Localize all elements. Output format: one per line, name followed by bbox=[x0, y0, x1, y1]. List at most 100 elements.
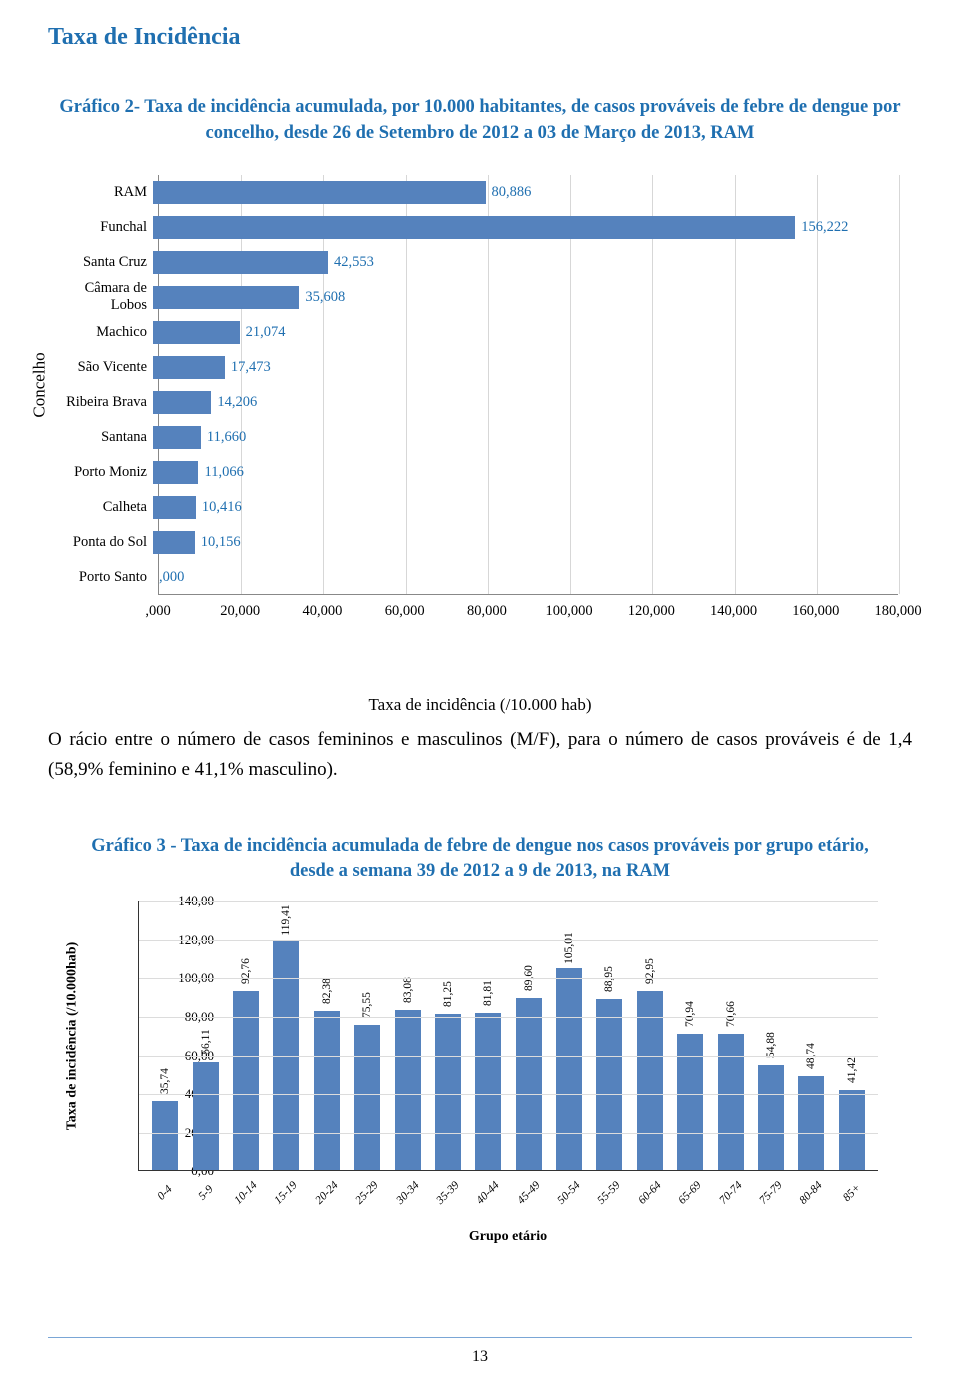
chart2-bar bbox=[153, 181, 486, 204]
page-number: 13 bbox=[0, 1348, 960, 1366]
chart2-row: São Vicente17,473 bbox=[53, 351, 898, 383]
chart3-bar-column: 75,5525-29 bbox=[347, 901, 387, 1170]
chart2-category-label: Funchal bbox=[53, 219, 153, 236]
chart3-bar-column: 81,2535-39 bbox=[428, 901, 468, 1170]
chart3-bar-column: 92,9560-64 bbox=[630, 901, 670, 1170]
chart2-xtick-label: 100,000 bbox=[546, 603, 593, 620]
chart3-value-label: 75,55 bbox=[361, 992, 373, 1018]
chart2-bar bbox=[153, 216, 795, 239]
chart2-xtick-label: ,000 bbox=[145, 603, 170, 620]
chart3-category-label: 35-39 bbox=[434, 1180, 461, 1207]
chart3-bar: 56,11 bbox=[193, 1062, 219, 1170]
chart3-category-label: 30-34 bbox=[394, 1180, 421, 1207]
chart3-category-label: 60-64 bbox=[636, 1180, 663, 1207]
chart2-xtick-label: 120,000 bbox=[628, 603, 675, 620]
chart3-value-label: 35,74 bbox=[159, 1068, 171, 1094]
chart2-row: RAM80,886 bbox=[53, 176, 898, 208]
chart3-bar-column: 119,4115-19 bbox=[266, 901, 306, 1170]
chart2-category-label: Ponta do Sol bbox=[53, 534, 153, 551]
chart2-ylabel: Concelho bbox=[30, 352, 50, 417]
chart3-value-label: 105,01 bbox=[563, 932, 575, 964]
chart3-bar: 105,01 bbox=[556, 968, 582, 1171]
chart2-xaxis: ,00020,00040,00060,00080,000100,000120,0… bbox=[158, 595, 898, 625]
chart2-row: Ponta do Sol 10,156 bbox=[53, 526, 898, 558]
chart2-bar bbox=[153, 426, 201, 449]
chart2-row: Porto Santo ,000 bbox=[53, 561, 898, 593]
chart3-bar-column: 70,9465-69 bbox=[670, 901, 710, 1170]
chart3-xlabel: Grupo etário bbox=[138, 1229, 878, 1245]
chart3-bar-column: 56,115-9 bbox=[185, 901, 225, 1170]
chart2-row: Santana11,660 bbox=[53, 421, 898, 453]
chart3-bar-column: 89,6045-49 bbox=[509, 901, 549, 1170]
chart3-bar: 88,95 bbox=[596, 999, 622, 1171]
chart2-bar bbox=[153, 496, 196, 519]
chart3-value-label: 81,81 bbox=[482, 980, 494, 1006]
chart3-bar: 92,76 bbox=[233, 991, 259, 1170]
chart2-row: Santa Cruz 42,553 bbox=[53, 246, 898, 278]
chart2-value-label: ,000 bbox=[159, 569, 184, 586]
body-paragraph: O rácio entre o número de casos feminino… bbox=[48, 725, 912, 786]
chart2-category-label: Porto Moniz bbox=[53, 464, 153, 481]
chart3-bar: 81,25 bbox=[435, 1014, 461, 1171]
chart3-bar-column: 35,740-4 bbox=[145, 901, 185, 1170]
chart3-category-label: 45-49 bbox=[515, 1180, 542, 1207]
chart3-bar-column: 105,0150-54 bbox=[549, 901, 589, 1170]
chart2-xtick-label: 20,000 bbox=[220, 603, 260, 620]
chart2-value-label: 42,553 bbox=[334, 254, 374, 271]
chart2-bar bbox=[153, 356, 225, 379]
chart3-category-label: 25-29 bbox=[353, 1180, 380, 1207]
chart2-value-label: 10,156 bbox=[201, 534, 241, 551]
footer-line bbox=[48, 1337, 912, 1338]
chart3-bar-column: 83,0830-34 bbox=[387, 901, 427, 1170]
chart2-bar bbox=[153, 391, 211, 414]
chart3-category-label: 85+ bbox=[841, 1182, 863, 1204]
chart3-category-label: 40-44 bbox=[475, 1180, 502, 1207]
chart2-category-label: São Vicente bbox=[53, 359, 153, 376]
chart2-bar bbox=[153, 461, 198, 484]
chart3-category-label: 80-84 bbox=[798, 1180, 825, 1207]
chart2-category-label: Ribeira Brava bbox=[53, 394, 153, 411]
chart2-xtick-label: 40,000 bbox=[303, 603, 343, 620]
chart2-bar bbox=[153, 286, 299, 309]
chart3-category-label: 70-74 bbox=[717, 1180, 744, 1207]
chart3-bar-column: 54,8875-79 bbox=[751, 901, 791, 1170]
chart2-category-label: Porto Santo bbox=[53, 569, 153, 586]
chart2-bar bbox=[153, 321, 240, 344]
chart3-bar-column: 92,7610-14 bbox=[226, 901, 266, 1170]
chart3-category-label: 55-59 bbox=[596, 1180, 623, 1207]
chart3-category-label: 0-4 bbox=[156, 1184, 175, 1203]
chart3: Taxa de incidência (/10.000hab) 0,0020,0… bbox=[70, 901, 890, 1261]
chart2-row: Calheta10,416 bbox=[53, 491, 898, 523]
chart2-xtick-label: 60,000 bbox=[385, 603, 425, 620]
chart2-row: Funchal 156,222 bbox=[53, 211, 898, 243]
chart3-value-label: 54,88 bbox=[765, 1032, 777, 1058]
chart3-category-label: 50-54 bbox=[555, 1180, 582, 1207]
chart3-bar: 54,88 bbox=[758, 1065, 784, 1171]
chart3-value-label: 70,66 bbox=[725, 1001, 737, 1027]
chart3-category-label: 15-19 bbox=[273, 1180, 300, 1207]
chart3-value-label: 81,25 bbox=[442, 981, 454, 1007]
chart3-bar: 70,94 bbox=[677, 1034, 703, 1171]
chart3-category-label: 10-14 bbox=[232, 1180, 259, 1207]
chart3-bar: 81,81 bbox=[475, 1013, 501, 1171]
chart2-row: Ribeira Brava14,206 bbox=[53, 386, 898, 418]
chart3-plot: 35,740-456,115-992,7610-14119,4115-1982,… bbox=[138, 901, 878, 1171]
chart2-row: Machico21,074 bbox=[53, 316, 898, 348]
chart2-category-label: Santa Cruz bbox=[53, 254, 153, 271]
chart2-bar bbox=[153, 251, 328, 274]
chart3-category-label: 5-9 bbox=[196, 1184, 215, 1203]
chart3-caption: Gráfico 3 - Taxa de incidência acumulada… bbox=[48, 834, 912, 886]
chart3-value-label: 119,41 bbox=[280, 904, 292, 935]
chart3-bar: 41,42 bbox=[839, 1090, 865, 1170]
chart3-ylabel: Taxa de incidência (/10.000hab) bbox=[64, 942, 80, 1131]
chart3-category-label: 65-69 bbox=[677, 1180, 704, 1207]
chart2: Concelho RAM80,886Funchal156,222Santa Cr… bbox=[48, 175, 912, 675]
chart2-value-label: 156,222 bbox=[801, 219, 848, 236]
chart3-bar: 89,60 bbox=[516, 998, 542, 1171]
chart2-plot: RAM80,886Funchal156,222Santa Cruz42,553C… bbox=[158, 175, 898, 595]
chart2-row: Câmara de Lobos35,608 bbox=[53, 281, 898, 313]
chart3-value-label: 56,11 bbox=[200, 1029, 212, 1054]
chart3-category-label: 20-24 bbox=[313, 1180, 340, 1207]
chart3-bar-column: 81,8140-44 bbox=[468, 901, 508, 1170]
chart2-xtick-label: 160,000 bbox=[792, 603, 839, 620]
